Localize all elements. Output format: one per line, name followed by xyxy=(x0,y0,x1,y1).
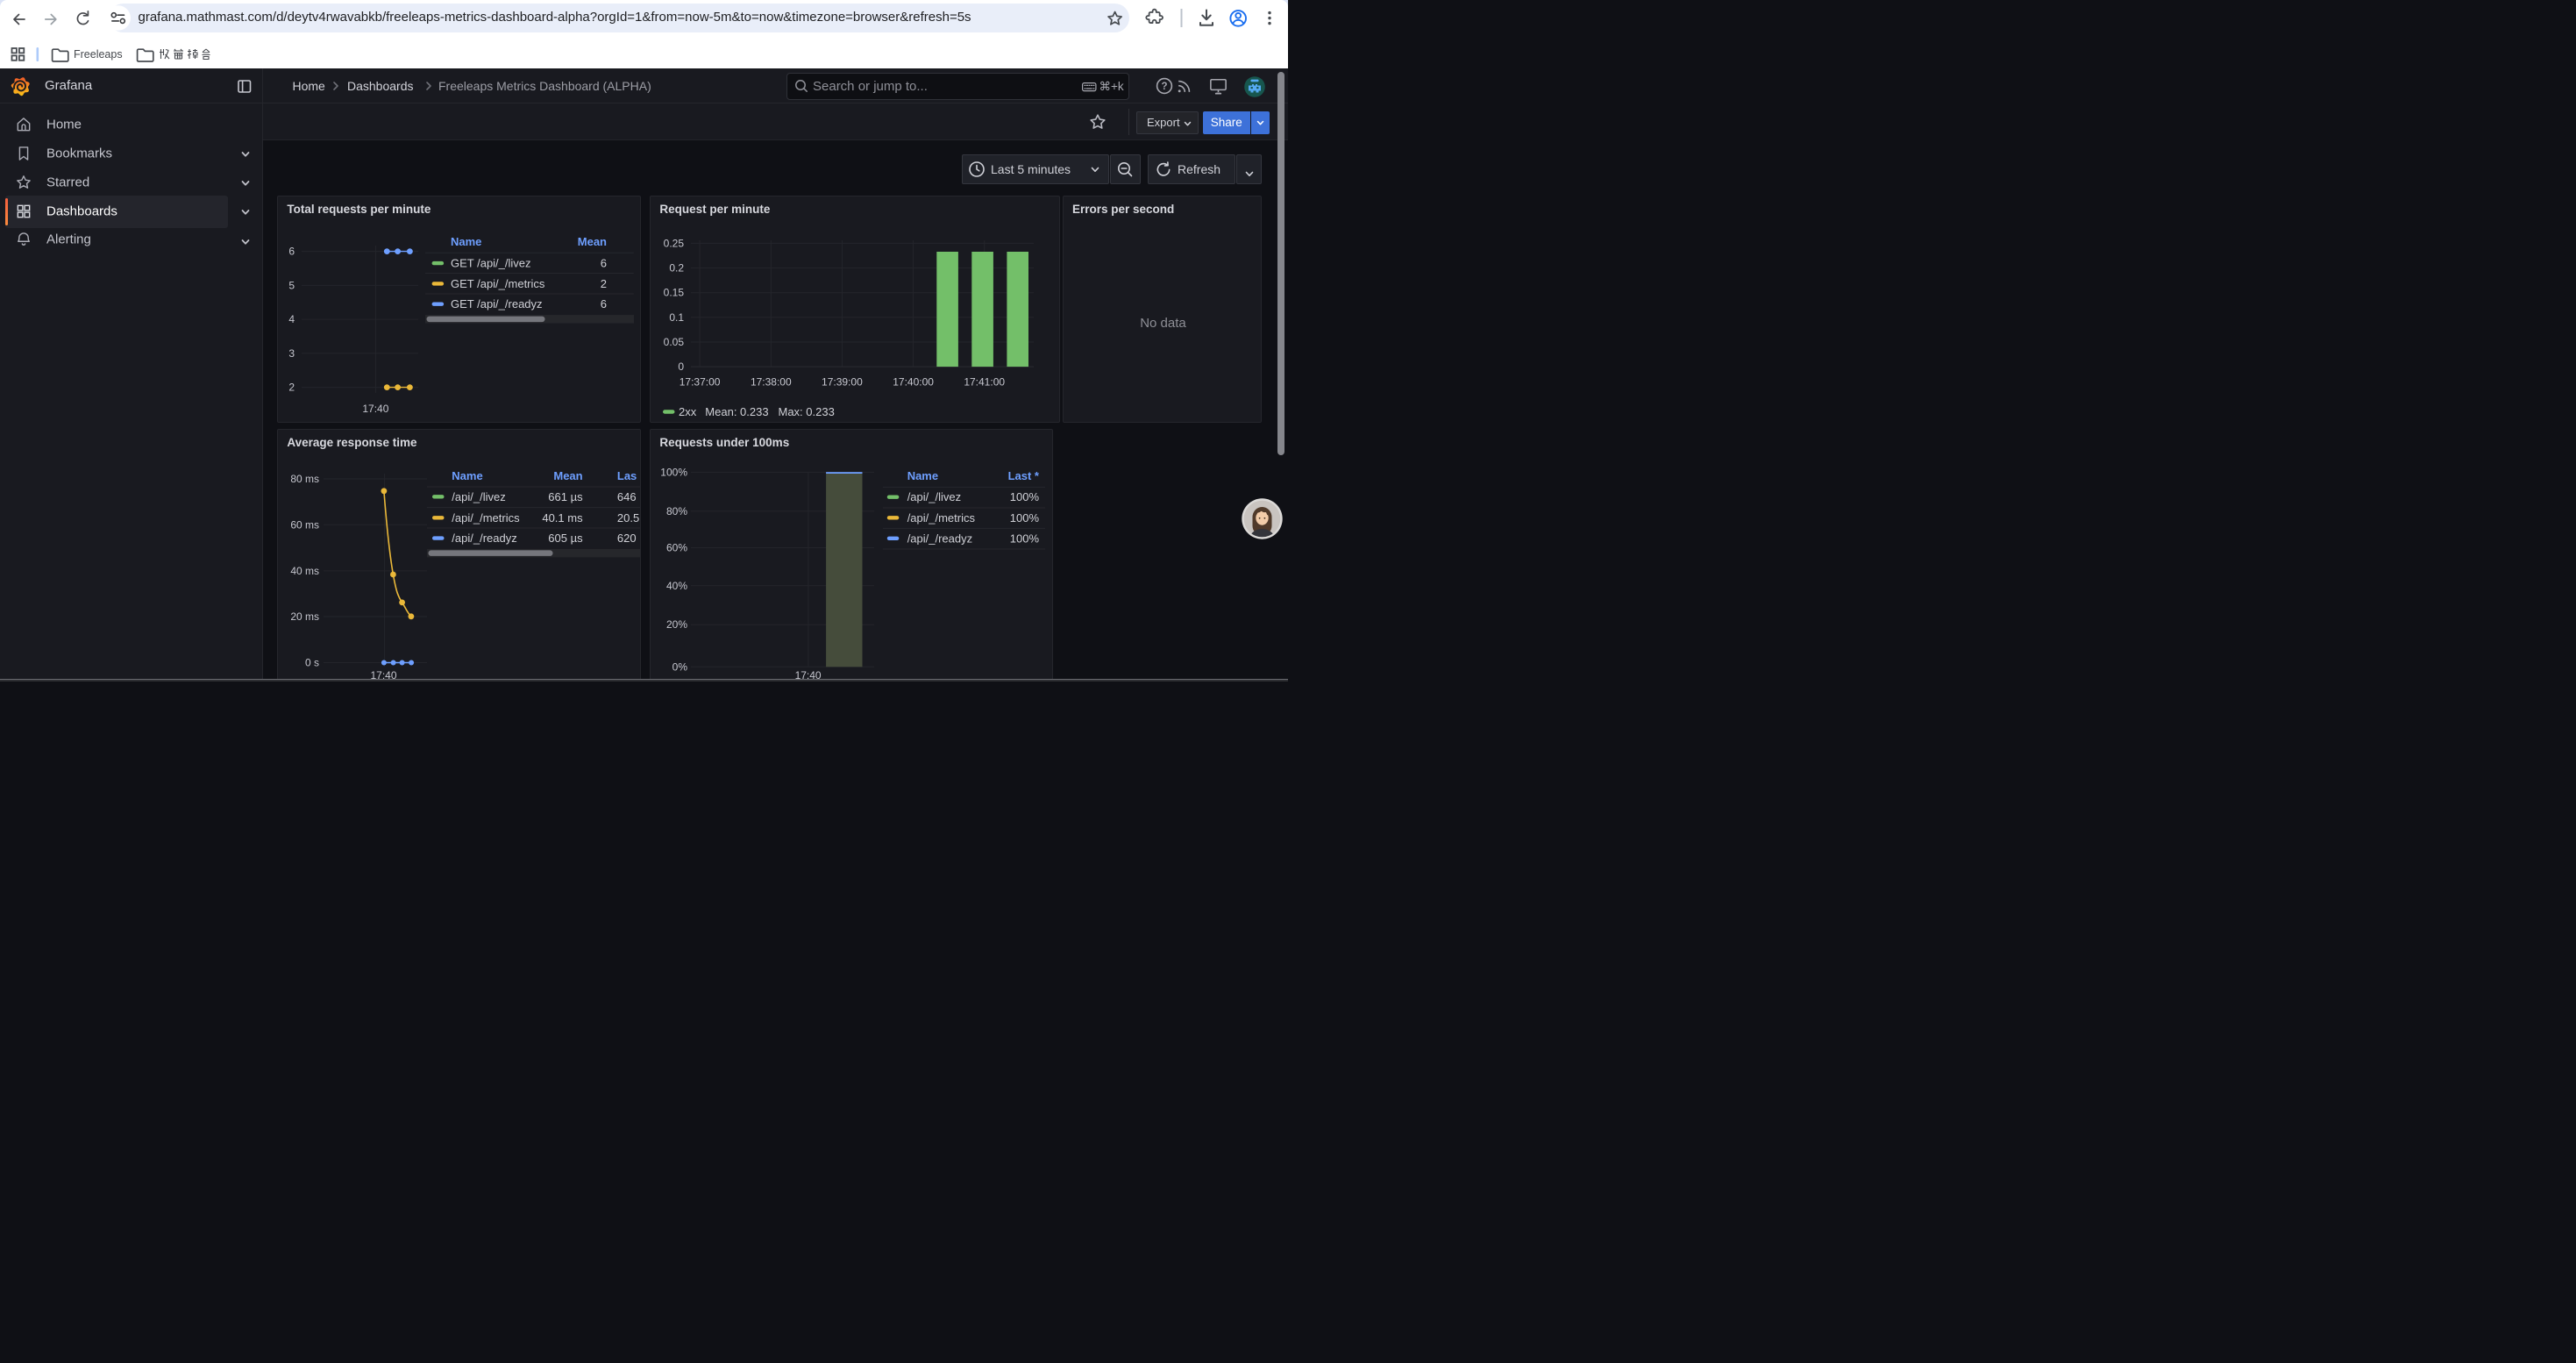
svg-text:?: ? xyxy=(1161,82,1167,92)
svg-text:/api/_/metrics: /api/_/metrics xyxy=(452,510,521,524)
svg-text:4: 4 xyxy=(289,313,295,325)
svg-text:100%: 100% xyxy=(1010,510,1040,524)
svg-text:100%: 100% xyxy=(1010,490,1040,503)
svg-text:40.1 ms: 40.1 ms xyxy=(543,510,584,524)
svg-text:60%: 60% xyxy=(666,541,687,553)
svg-text:0.05: 0.05 xyxy=(664,336,685,348)
svg-text:Last *: Last * xyxy=(1008,469,1040,482)
svg-text:100%: 100% xyxy=(1010,532,1040,545)
svg-text:Name: Name xyxy=(452,468,483,482)
svg-text:20.5 r: 20.5 r xyxy=(617,510,640,524)
svg-text:40 ms: 40 ms xyxy=(291,565,320,577)
svg-text:/api/_/readyz: /api/_/readyz xyxy=(452,532,517,545)
svg-text:Mean: Mean xyxy=(554,468,583,482)
svg-text:Max: 0.233: Max: 0.233 xyxy=(779,405,835,418)
svg-text:20 ms: 20 ms xyxy=(291,610,320,623)
svg-text:6: 6 xyxy=(601,297,607,310)
svg-text:Name: Name xyxy=(451,235,481,248)
svg-text:/api/_/livez: /api/_/livez xyxy=(907,490,961,503)
svg-text:6: 6 xyxy=(289,246,295,258)
svg-text:0.2: 0.2 xyxy=(670,262,685,275)
svg-text:GET /api/_/metrics: GET /api/_/metrics xyxy=(451,277,545,290)
svg-text:Name: Name xyxy=(907,469,938,482)
svg-text:17:40: 17:40 xyxy=(363,403,389,415)
svg-text:0 s: 0 s xyxy=(305,656,319,668)
svg-text:Mean: 0.233: Mean: 0.233 xyxy=(706,405,769,418)
svg-text:/api/_/livez: /api/_/livez xyxy=(452,489,506,503)
svg-text:60 ms: 60 ms xyxy=(291,518,320,531)
svg-text:605 µs: 605 µs xyxy=(549,532,584,545)
svg-text:17:38:00: 17:38:00 xyxy=(751,376,792,389)
svg-text:17:39:00: 17:39:00 xyxy=(822,376,863,389)
svg-text:GET /api/_/readyz: GET /api/_/readyz xyxy=(451,297,543,310)
svg-text:0%: 0% xyxy=(672,660,688,673)
svg-text:17:40:00: 17:40:00 xyxy=(893,376,935,389)
svg-text:2: 2 xyxy=(289,382,295,394)
svg-text:0.25: 0.25 xyxy=(664,238,685,250)
svg-text:0.15: 0.15 xyxy=(664,287,685,299)
svg-text:2: 2 xyxy=(601,277,607,290)
svg-text:0.1: 0.1 xyxy=(670,311,685,324)
svg-text:/api/_/metrics: /api/_/metrics xyxy=(907,510,976,524)
svg-text:2xx: 2xx xyxy=(679,405,697,418)
svg-text:20%: 20% xyxy=(666,618,687,631)
svg-text:Mean: Mean xyxy=(578,235,607,248)
svg-text:646: 646 xyxy=(617,489,637,503)
svg-text:40%: 40% xyxy=(666,579,687,591)
svg-text:80%: 80% xyxy=(666,504,687,517)
svg-text:/api/_/readyz: /api/_/readyz xyxy=(907,532,972,545)
svg-text:100%: 100% xyxy=(661,466,688,478)
svg-text:Las: Las xyxy=(617,468,637,482)
svg-text:17:40: 17:40 xyxy=(371,669,397,681)
svg-text:GET /api/_/livez: GET /api/_/livez xyxy=(451,257,531,270)
svg-text:0: 0 xyxy=(679,360,685,373)
svg-text:5: 5 xyxy=(289,280,295,292)
svg-text:17:40: 17:40 xyxy=(795,669,822,681)
svg-text:6: 6 xyxy=(601,257,607,270)
svg-text:17:37:00: 17:37:00 xyxy=(680,376,721,389)
svg-text:661 µs: 661 µs xyxy=(549,489,584,503)
svg-text:17:41:00: 17:41:00 xyxy=(964,376,1006,389)
svg-text:620: 620 xyxy=(617,532,637,545)
svg-text:3: 3 xyxy=(289,347,295,360)
svg-text:80 ms: 80 ms xyxy=(291,473,320,485)
